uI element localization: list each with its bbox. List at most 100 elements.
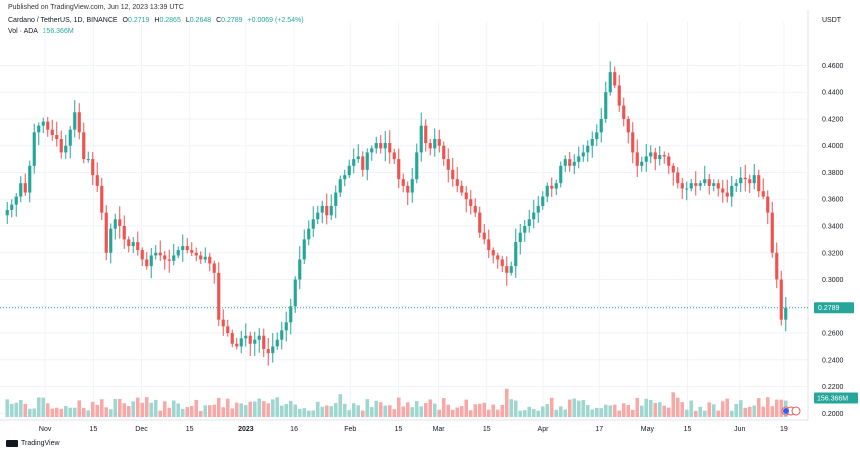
candle <box>284 311 288 342</box>
volume-bar <box>378 402 383 417</box>
volume-bar <box>738 400 743 417</box>
volume-bar <box>261 401 266 417</box>
y-tick-label: 0.3400 <box>822 224 844 231</box>
volume-bar <box>180 408 185 417</box>
candle <box>505 256 509 286</box>
candle-body <box>113 219 117 229</box>
candle <box>226 319 230 337</box>
candle-body <box>338 179 342 193</box>
event-marker <box>791 406 801 416</box>
volume-bar <box>302 408 307 417</box>
candle <box>748 174 752 194</box>
candle <box>752 163 756 190</box>
candle-body <box>721 188 725 193</box>
volume-bar <box>419 406 424 417</box>
volume-bar <box>477 403 482 417</box>
low-label: L <box>185 17 190 24</box>
candle <box>343 169 347 187</box>
candle <box>289 298 293 335</box>
candle-body <box>176 250 180 256</box>
candle-body <box>514 242 518 267</box>
candle <box>176 246 180 259</box>
candle-body <box>662 155 666 157</box>
candle <box>118 206 122 239</box>
candle <box>653 147 657 171</box>
volume-bar <box>392 409 397 417</box>
candle <box>203 247 207 264</box>
candle-body <box>658 155 662 160</box>
x-tick-label: Nov <box>39 426 52 433</box>
volume-bar <box>513 400 518 417</box>
volume-bar <box>495 409 500 417</box>
volume-bar <box>360 410 365 417</box>
candle-body <box>50 129 54 136</box>
candle <box>406 181 410 206</box>
candle-body <box>667 156 671 166</box>
candle <box>473 198 477 217</box>
candle-body <box>536 205 540 213</box>
candle <box>649 145 653 164</box>
tradingview-logo: TradingView <box>6 440 60 447</box>
volume-bar <box>428 399 433 417</box>
candle-body <box>59 139 63 153</box>
candle <box>64 134 68 159</box>
candle-body <box>617 85 621 106</box>
symbol-name: Cardano / TetherUS, 1D, BINANCE <box>8 17 118 24</box>
volume-bar <box>144 397 149 417</box>
volume-bar <box>77 400 82 417</box>
candle <box>766 190 770 225</box>
volume-bar <box>630 409 635 417</box>
candle <box>280 321 284 350</box>
volume-bar <box>396 397 401 417</box>
candle <box>671 163 675 186</box>
candle-body <box>415 152 419 180</box>
change-value: +0.0069 (+2.54%) <box>247 17 304 24</box>
candle <box>329 194 333 220</box>
volume-bar <box>720 401 725 417</box>
volume-bar <box>185 407 190 417</box>
candle <box>352 148 356 174</box>
x-tick-label: 15 <box>186 426 194 433</box>
candle <box>338 175 342 197</box>
candle <box>235 337 239 350</box>
y-tick-label: 0.2200 <box>822 384 844 391</box>
candle-body <box>410 179 414 193</box>
candle-body <box>698 183 702 186</box>
candle-body <box>32 132 36 166</box>
candle-body <box>149 255 153 267</box>
volume-bar <box>171 400 176 417</box>
volume-bar <box>585 404 590 417</box>
volume-bar <box>540 406 545 417</box>
volume-bar <box>54 407 59 417</box>
volume-bar <box>509 399 514 417</box>
candle <box>334 185 338 219</box>
candle <box>271 333 275 363</box>
candle-body <box>131 242 135 247</box>
candle-body <box>329 205 333 216</box>
candle-body <box>100 185 104 213</box>
candle-body <box>46 121 50 130</box>
y-tick-label: 0.3000 <box>822 277 844 284</box>
volume-bar <box>770 406 775 417</box>
volume-bar <box>473 404 478 417</box>
candle-body <box>347 165 351 176</box>
candle-body <box>284 322 288 331</box>
candle-body <box>577 156 581 162</box>
candle <box>518 223 522 255</box>
candle-body <box>527 219 531 226</box>
volume-bar <box>194 399 199 417</box>
volume-bar <box>725 398 730 417</box>
candle-body <box>757 175 761 192</box>
candle <box>91 152 95 186</box>
candle <box>712 179 716 192</box>
candle <box>743 164 747 192</box>
candle-body <box>424 125 428 144</box>
volume-bar <box>342 403 347 417</box>
volume-bar <box>9 403 14 417</box>
candle <box>689 179 693 192</box>
volume-bar <box>779 399 784 417</box>
candle-body <box>712 183 716 186</box>
open-value: 0.2719 <box>128 17 150 24</box>
candle-body <box>482 232 486 240</box>
